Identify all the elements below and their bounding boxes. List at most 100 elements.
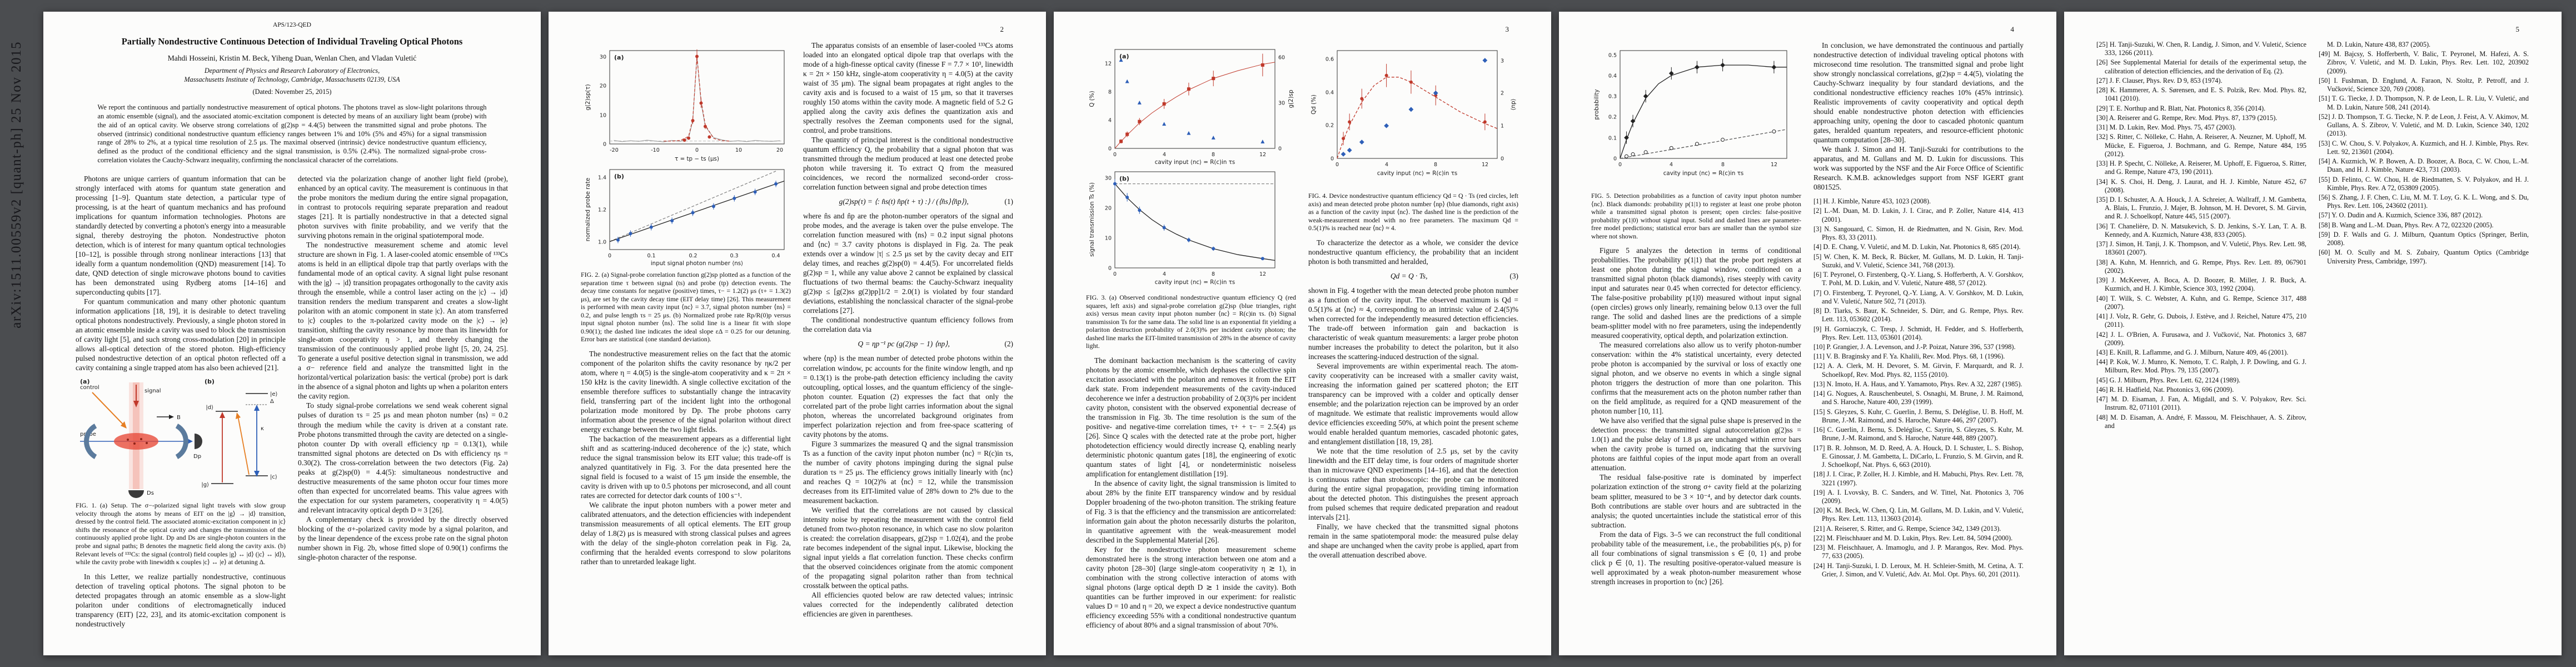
fig5-yticks: 0 0.1 0.2 0.3 0.4 0.5 — [1608, 53, 1617, 162]
axis-frame — [1114, 49, 1275, 149]
signal-arrowhead — [133, 401, 139, 408]
reference-entry: [3] N. Sangouard, C. Simon, H. de Riedma… — [1813, 225, 2024, 242]
reference-entry: [40] T. Wilk, S. C. Webster, A. Kuhn, an… — [2096, 294, 2306, 311]
body-paragraph: Figure 5 analyzes the detection in terms… — [1591, 246, 1801, 340]
data-point — [691, 119, 695, 122]
control-transition-arrowhead — [236, 412, 241, 420]
state-d-label: |d⟩ — [206, 405, 213, 411]
reference-entry: [19] A. I. Lvovsky, B. C. Sanders, and W… — [1813, 488, 2024, 505]
body-paragraph: The nondestructive measurement relies on… — [581, 349, 791, 434]
reference-entry: [28] K. Hammerer, A. S. Sørensen, and E.… — [2096, 86, 2306, 103]
fig3b-panel-label: (b) — [1119, 175, 1129, 182]
data-point — [703, 125, 707, 128]
fig3a-yticks: 0 4 8 12 — [1105, 61, 1112, 152]
axis-tick-label: 1 — [1501, 123, 1504, 130]
page5-column-left: [25] H. Tanji-Suzuki, W. Chen, R. Landig… — [2096, 41, 2306, 638]
data-point — [1187, 238, 1190, 242]
data-point — [1695, 64, 1700, 70]
data-point — [1695, 142, 1699, 146]
reference-entry: [20] K. M. Beck, W. Chen, Q. Lin, M. Gul… — [1813, 506, 2024, 523]
body-paragraph: The conditional nondestructive quantum e… — [803, 316, 1013, 334]
fig3b-ylabel: signal transmission Ts (%) — [1089, 182, 1095, 257]
fig3a-y2label: g(2)sp — [1288, 89, 1294, 108]
fig2a-ylabel: g(2)sp(τ) — [585, 84, 591, 110]
axis-frame — [1620, 50, 1787, 159]
data-point — [1482, 58, 1488, 63]
data-point — [1625, 154, 1629, 158]
reference-entry: [23] M. Fleischhauer, A. Imamoglu, and J… — [1813, 544, 2024, 560]
fig3b-xticks: 0 4 8 12 — [1113, 271, 1266, 277]
axis-tick-label: 4 — [1163, 152, 1166, 158]
axis-tick-label: 8 — [1212, 271, 1215, 277]
data-point — [1483, 120, 1487, 124]
reference-entry: [52] J. D. Thompson, T. G. Tiecke, N. P.… — [2319, 112, 2529, 138]
axis-tick-label: 3 — [1501, 58, 1504, 64]
fig4-xlabel: cavity input ⟨nc⟩ = R(c)in τs — [1377, 170, 1458, 177]
reference-entry: [32] S. Ritter, C. Nölleke, C. Hahn, A. … — [2096, 133, 2306, 158]
axis-tick-label: 0.3 — [1608, 94, 1617, 100]
state-e-label: |e⟩ — [270, 391, 278, 397]
body-paragraph: In conclusion, we have demonstrated the … — [1813, 41, 2024, 145]
axis-tick-label: 0.3 — [730, 253, 738, 259]
reference-entry: [11] V. B. Braginsky and F. Ya. Khalili,… — [1813, 352, 2005, 361]
data-point — [1119, 140, 1123, 143]
data-point — [629, 232, 632, 236]
figure-3: 0 4 8 12 0 30 60 0 4 8 12 Q (%) g(2)sp cavity in… — [1086, 43, 1296, 290]
equation-3-body: Qd = Q · Ts, — [1390, 271, 1428, 280]
reference-entry: [39] J. McKeever, A. Boca, A. D. Boozer,… — [2096, 276, 2306, 293]
axis-tick-label: 0.2 — [1326, 123, 1334, 129]
body-paragraph: Photons are unique carriers of quantum i… — [76, 175, 286, 297]
reference-entry: [44] P. Kok, W. J. Munro, K. Nemoto, T. … — [2096, 358, 2306, 375]
axis-tick-label: 20 — [1105, 206, 1112, 212]
fig3a-xticks: 0 4 8 12 — [1113, 152, 1266, 158]
data-point — [1347, 147, 1352, 153]
reference-entry: [38] A. Kuhn, M. Hennrich, and G. Rempe,… — [2096, 258, 2306, 275]
axis-tick-label: 10 — [600, 113, 606, 119]
axis-tick-label: 4 — [1670, 162, 1673, 168]
page-2: 2 0 10 20 30 -20 -10 0 10 20 g(2)sp(τ) τ = tp −… — [549, 12, 1046, 655]
model-fit — [664, 56, 730, 142]
fig3a-y2ticks: 0 30 60 — [1278, 55, 1285, 152]
axis-tick-label: -10 — [651, 147, 660, 153]
data-point — [753, 190, 757, 194]
cavity-linewidth-label: κ — [261, 426, 264, 432]
axis-tick-label: 1.4 — [598, 175, 606, 181]
fig5-ylabel: probability — [1593, 89, 1600, 120]
reference-entry: [25] H. Tanji-Suzuki, W. Chen, R. Landig… — [2096, 41, 2306, 57]
axis-tick-label: 0 — [1113, 271, 1117, 277]
axis-frame — [609, 169, 785, 250]
reference-entry: [36] T. Chanelière, D. N. Matsukevich, S… — [2096, 222, 2306, 238]
control-beam — [92, 392, 124, 426]
reference-entry: [37] J. Simon, H. Tanji, J. K. Thompson,… — [2096, 240, 2306, 257]
data-point — [1162, 102, 1166, 106]
axis-tick-label: 30 — [600, 54, 606, 61]
data-point — [695, 54, 699, 58]
axis-tick-label: 4 — [1163, 271, 1166, 277]
axis-tick-label: 0.4 — [771, 253, 780, 259]
body-paragraph: Figure 3 summarizes the measured Q and t… — [803, 439, 1013, 505]
axis-tick-label: 2 — [1501, 91, 1504, 97]
reference-entry: [33] H. P. Specht, C. Nölleke, A. Reiser… — [2096, 160, 2306, 176]
probe-detector — [195, 434, 202, 450]
reference-entry: [7] O. Firstenberg, T. Peyronel, Q.-Y. L… — [1813, 288, 2024, 305]
ideal-slope — [609, 171, 776, 242]
fig2b-panel-label: (b) — [614, 173, 624, 180]
reference-entry: [56] S. Zhang, J. F. Chen, C. Liu, M. M.… — [2319, 193, 2529, 210]
reference-entry: [48] M. D. Eisaman, A. André, F. Massou,… — [2096, 413, 2306, 430]
reference-entry: [51] T. G. Tiecke, J. D. Thompson, N. P.… — [2319, 94, 2529, 111]
axis-tick-label: 0.2 — [1608, 115, 1617, 121]
reference-continuation: M. D. Lukin, Nature 438, 837 (2005). — [2327, 41, 2431, 48]
axis-tick-label: 0 — [695, 147, 699, 153]
reference-entry: [27] J. F. Clauser, Phys. Rev. D 9, 853 … — [2096, 76, 2223, 84]
fig4-y2ticks: 0 1 2 3 — [1501, 58, 1504, 162]
axis-tick-label: 0 — [1613, 156, 1617, 162]
equation-3-number: (3) — [1509, 271, 1518, 280]
figure-2-caption: FIG. 2. (a) Signal-probe correlation fun… — [581, 271, 791, 344]
axis-tick-label: 20 — [776, 147, 783, 153]
data-point — [1212, 247, 1215, 251]
affiliation: Department of Physics and Research Labor… — [43, 67, 541, 84]
axis-tick-label: 0 — [1278, 146, 1282, 152]
reference-entry: [16] C. Guerlin, J. Bernu, S. Deléglise,… — [1813, 426, 2024, 442]
